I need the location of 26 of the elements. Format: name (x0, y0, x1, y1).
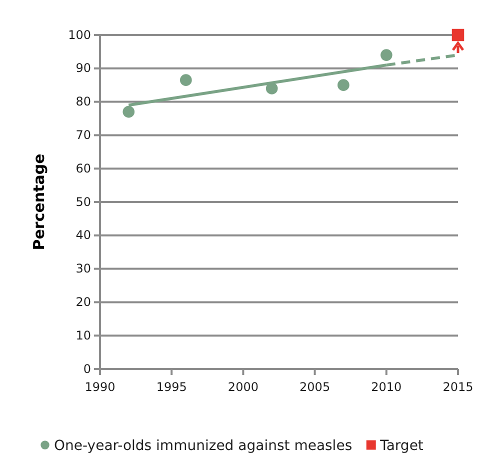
x-tick-label: 2010 (371, 380, 402, 394)
legend-label: Target (379, 438, 424, 454)
y-tick-label: 30 (76, 262, 91, 276)
y-tick-label: 10 (76, 328, 91, 342)
legend-label: One-year-olds immunized against measles (54, 438, 352, 454)
point (266, 82, 278, 94)
y-tick-label: 40 (76, 228, 91, 242)
point (380, 49, 392, 61)
y-tick-label: 60 (76, 161, 91, 176)
y-tick-label: 90 (76, 61, 91, 76)
y-tick-label: 20 (76, 295, 91, 310)
x-tick-label: 2005 (300, 380, 330, 394)
point (452, 28, 464, 42)
point (338, 79, 350, 92)
y-tick-label: 50 (76, 194, 91, 209)
x-tick-label: 1995 (156, 380, 187, 394)
x-tick-label: 2015 (442, 380, 474, 394)
y-tick-label: 0 (83, 362, 91, 376)
y-tick-label: 80 (76, 94, 91, 109)
point (180, 74, 192, 86)
x-tick-label: 1990 (84, 380, 116, 394)
y-tick-label: 100 (68, 28, 91, 42)
y-tick-label: 70 (76, 128, 91, 142)
point (122, 106, 135, 118)
y-axis-title: Percentage (30, 154, 48, 250)
x-tick-label: 2000 (228, 380, 258, 394)
